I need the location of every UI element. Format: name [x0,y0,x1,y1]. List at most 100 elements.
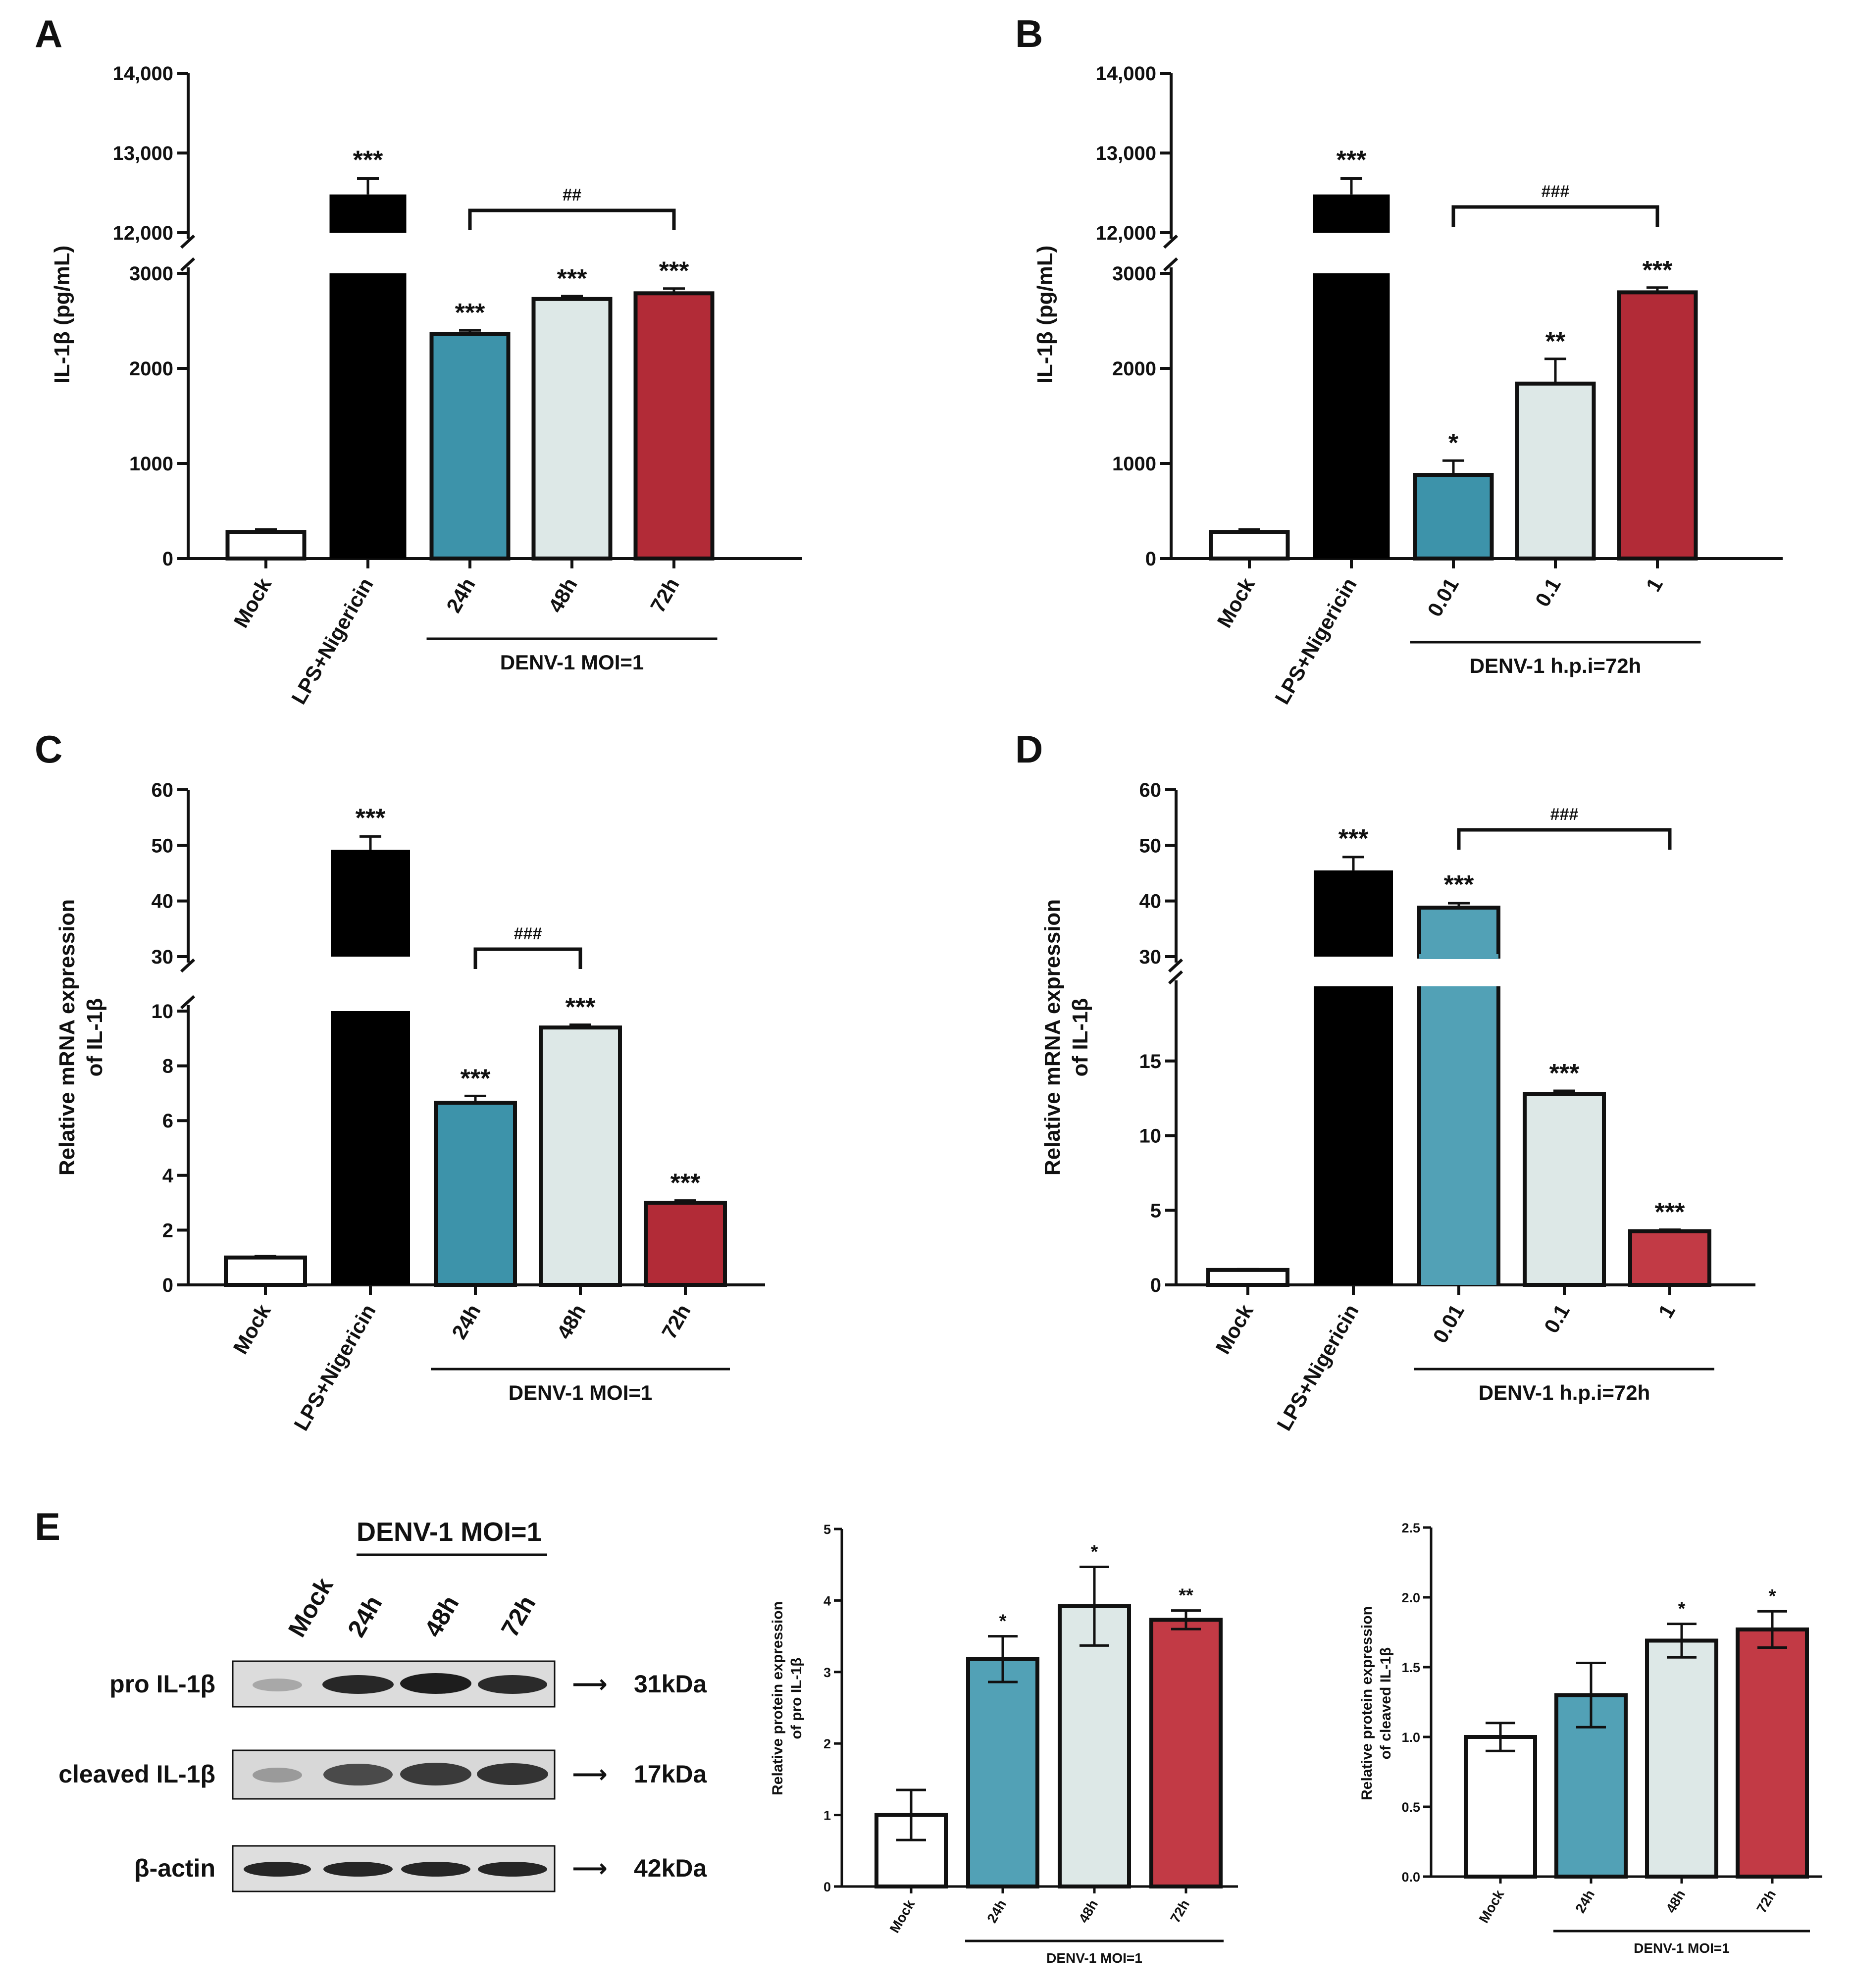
bar [1149,1618,1223,1888]
blot-row-label: pro IL-1β [109,1670,215,1698]
x-tick-label: 0.1 [1540,1300,1574,1337]
chart-panel-d: 0 5 10 15 30 40 50 60 Relative mRNA expression of… [1040,779,1755,1434]
x-tick-label: Mock [1212,573,1259,631]
bar [1736,1627,1809,1879]
x-tick-label: 1 [1653,1300,1679,1322]
x-tick-label: 72h [657,1300,695,1343]
significance-label: * [1448,429,1459,458]
comparison-bracket [1451,205,1659,227]
bar [329,194,407,233]
y-tick-label: 1.5 [1401,1660,1420,1675]
y-tick-label: 10 [152,1001,174,1022]
significance-label: *** [1655,1198,1685,1226]
bar [1314,870,1393,957]
group-label: DENV-1 MOI=1 [509,1381,653,1404]
bar [1314,986,1393,1285]
y-tick-label: 50 [1139,835,1162,857]
y-axis-title-line: of IL-1β [1068,998,1092,1077]
significance-label: *** [1337,146,1367,175]
y-tick-label: 10 [1139,1125,1162,1147]
comparison-label: ### [1542,182,1570,201]
x-tick-label: Mock [228,1300,275,1358]
x-tick-label: 0.01 [1428,1300,1469,1347]
bar [1523,1092,1606,1287]
x-tick-label: LPS+Nigericin [289,1300,380,1434]
y-tick-label: 40 [152,891,174,913]
y-tick-label: 0 [1145,548,1156,570]
significance-label: *** [455,299,485,327]
y-tick-label: 13,000 [1096,143,1156,164]
y-tick-label: 30 [1139,946,1162,968]
x-tick-label: 24h [1572,1887,1597,1916]
significance-label: * [1769,1586,1776,1607]
significance-label: * [1091,1542,1098,1563]
y-tick-label: 5 [1150,1200,1161,1222]
panel-letter-e: E [35,1505,60,1548]
group-label: DENV-1 MOI=1 [500,651,644,674]
y-axis-title-line: Relative mRNA expression [55,899,79,1175]
significance-label: *** [566,993,596,1022]
significance-label: *** [353,146,383,175]
blot-band [244,1862,311,1877]
x-tick-label: Mock [1476,1887,1507,1926]
x-tick-label: 24h [447,1300,485,1343]
y-axis-title: Relative protein expression of cleaved IL… [1359,1606,1394,1800]
x-tick-label: Mock [887,1897,918,1936]
y-tick-label: 0 [1150,1274,1161,1296]
y-tick-label: 1000 [1112,453,1156,475]
group-label: DENV-1 MOI=1 [1634,1940,1730,1956]
x-tick-label: 72h [1167,1897,1192,1926]
bar [434,1101,517,1287]
bar [331,850,410,957]
y-tick-label: 15 [1139,1051,1162,1072]
x-tick-label: Mock [1211,1300,1258,1358]
bar [966,1657,1039,1889]
bar [331,1011,410,1285]
y-tick-label: 0.5 [1401,1800,1420,1815]
comparison-label: ## [563,186,581,204]
blot-lane-label: 48h [419,1591,464,1642]
panel-letter-c: C [35,727,62,771]
arrow-icon: ⟶ [572,1760,608,1788]
blot-band [400,1763,471,1785]
y-tick-label: 13,000 [113,143,173,164]
y-tick-label: 30 [152,946,174,968]
bar [539,1025,622,1287]
bar [1628,1229,1711,1287]
x-tick-label: LPS+Nigericin [1270,574,1361,708]
blot-band [477,1763,548,1785]
y-tick-label: 3000 [1112,263,1156,285]
bar [1209,530,1290,561]
x-tick-label: 0.01 [1423,574,1463,620]
y-tick-label: 50 [152,835,174,857]
y-tick-label: 0 [162,548,173,570]
group-label: DENV-1 MOI=1 [1046,1950,1142,1966]
bar [1206,1268,1289,1287]
bar [633,291,715,561]
x-tick-label: 48h [552,1300,590,1343]
axis-break-mark [1163,257,1179,272]
y-tick-label: 12,000 [113,222,173,244]
significance-label: *** [1643,256,1673,285]
group-label: DENV-1 h.p.i=72h [1470,654,1642,677]
y-tick-label: 0 [823,1880,831,1894]
y-tick-label: 0.0 [1401,1870,1420,1885]
axis-break-mark [180,234,196,249]
blot-band [478,1675,547,1694]
x-tick-label: 72h [1753,1887,1779,1916]
y-tick-label: 14,000 [113,63,173,85]
chart-panel-a: 0 1000 2000 3000 12,000 13,000 14,000 IL-1β (pg… [50,63,802,708]
x-tick-label: 24h [984,1897,1009,1926]
comparison-bracket [468,208,676,230]
y-tick-label: 4 [823,1593,831,1608]
bar [1313,194,1390,233]
axis-break-mark [180,995,196,1010]
bar [1645,1638,1718,1879]
blot-band [401,1862,470,1877]
y-tick-label: 12,000 [1096,222,1156,244]
blot-band [323,1862,393,1877]
y-axis-title-line: of IL-1β [83,998,107,1077]
arrow-icon: ⟶ [572,1670,608,1698]
y-axis-title: IL-1β (pg/mL) [1033,246,1057,384]
